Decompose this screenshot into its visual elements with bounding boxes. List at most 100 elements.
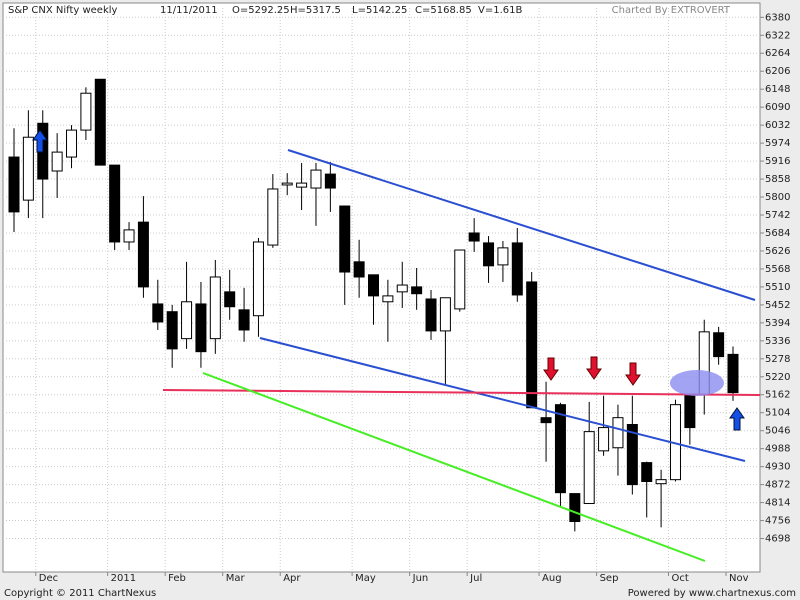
arrow-up (32, 129, 48, 153)
candle-body (655, 479, 667, 485)
copyright: Copyright © 2011 ChartNexus (4, 588, 156, 599)
y-tick-label: 4930 (765, 462, 790, 473)
candle-body (497, 247, 509, 266)
candle-body (22, 136, 34, 201)
candle-body (66, 129, 78, 158)
x-tick-label: Feb (168, 573, 186, 584)
candle-body (483, 242, 495, 267)
candle-body (526, 281, 538, 409)
highlight (670, 370, 724, 396)
y-tick-label: 5220 (765, 372, 790, 383)
credit: Charted By EXTROVERT (612, 5, 731, 16)
quote-volume: V=1.61B (478, 5, 522, 16)
candle-body (554, 404, 566, 494)
candle-body (612, 417, 624, 449)
candle-body (296, 182, 308, 188)
y-tick-label: 5162 (765, 390, 790, 401)
y-tick-label: 5626 (765, 246, 790, 257)
candle-body (80, 92, 92, 131)
candle-body (310, 169, 322, 189)
y-tick-label: 5336 (765, 336, 790, 347)
y-tick-label: 6206 (765, 66, 790, 77)
x-tick-label: Apr (283, 573, 301, 584)
y-tick-label: 5394 (765, 318, 790, 329)
candle-body (411, 286, 423, 295)
candle-body (684, 394, 696, 429)
candle-body (166, 311, 178, 350)
date: 11/11/2011 (160, 5, 218, 16)
chart-title: S&P CNX Nifty weekly (8, 5, 118, 16)
candle-body (569, 493, 581, 522)
quote-low: L=5142.25 (352, 5, 407, 16)
candle-body (152, 303, 164, 323)
arrow-down (586, 356, 602, 380)
y-tick-label: 4872 (765, 480, 790, 491)
y-tick-label: 5568 (765, 264, 790, 275)
x-tick-label: Oct (671, 573, 688, 584)
candle-body (267, 188, 279, 246)
candle-body (8, 156, 20, 213)
y-tick-label: 5858 (765, 174, 790, 185)
candle-body (238, 309, 250, 331)
candle-body (137, 221, 149, 288)
candle-body (252, 241, 264, 317)
candle-body (713, 332, 725, 358)
candle-body (540, 417, 552, 424)
candle-body (396, 284, 408, 293)
candle-body (511, 242, 523, 296)
y-tick-label: 5916 (765, 156, 790, 167)
candle-body (324, 173, 336, 189)
candle-body (339, 205, 351, 273)
y-tick-label: 5974 (765, 138, 790, 149)
y-tick-label: 5510 (765, 282, 790, 293)
support-line (162, 389, 761, 396)
candle-body (51, 151, 63, 172)
candle-body (439, 297, 451, 332)
y-tick-label: 5800 (765, 192, 790, 203)
x-tick-label: May (355, 573, 376, 584)
x-tick-label: Dec (39, 573, 58, 584)
y-tick-label: 4756 (765, 516, 790, 527)
candle-body (598, 427, 610, 452)
y-tick-label: 6264 (765, 48, 790, 59)
candle-body (583, 431, 595, 505)
trend-line (259, 337, 746, 462)
candle-body (382, 295, 394, 303)
x-tick-label: Aug (542, 573, 562, 584)
quote-open: O=5292.25 (232, 5, 290, 16)
x-tick-label: 2011 (111, 573, 136, 584)
quote-high: H=5317.5 (290, 5, 341, 16)
candle-body (353, 261, 365, 278)
candle-body (454, 249, 466, 310)
y-tick-label: 6322 (765, 30, 790, 41)
candle-body (468, 232, 480, 242)
candle-body (195, 303, 207, 353)
candle-body (123, 229, 135, 243)
candle-body (425, 298, 437, 332)
y-tick-label: 5278 (765, 354, 790, 365)
candle-body (727, 353, 739, 394)
candle-body (641, 462, 653, 483)
channel-line (202, 372, 706, 562)
candle-body (281, 182, 293, 186)
x-tick-label: Nov (729, 573, 749, 584)
arrow-up (729, 407, 745, 431)
x-tick-label: Mar (226, 573, 246, 584)
x-tick-label: Jun (412, 573, 429, 584)
y-tick-label: 4988 (765, 444, 790, 455)
candle-body (626, 423, 638, 486)
y-tick-label: 6380 (765, 12, 790, 23)
y-tick-label: 5104 (765, 408, 790, 419)
candle-body (368, 274, 379, 297)
y-tick-label: 5046 (765, 426, 790, 437)
trend-line (287, 149, 756, 301)
candle-body (209, 276, 221, 340)
y-tick-label: 5742 (765, 210, 790, 221)
candle-body (94, 78, 106, 166)
y-tick-label: 5452 (765, 300, 790, 311)
y-tick-label: 6032 (765, 120, 790, 131)
arrow-down (543, 357, 559, 381)
y-tick-label: 4814 (765, 498, 790, 509)
